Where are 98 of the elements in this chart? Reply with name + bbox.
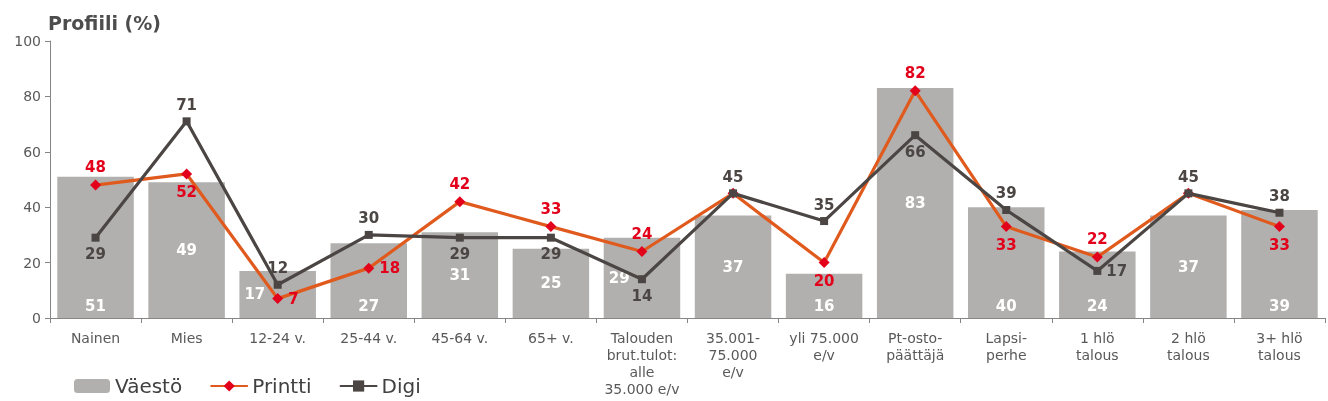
point bbox=[1275, 208, 1284, 217]
data-label: 29 bbox=[449, 245, 471, 264]
point bbox=[909, 85, 921, 97]
y-tick-label: 20 bbox=[23, 254, 41, 271]
bar bbox=[1059, 251, 1136, 318]
data-label: 18 bbox=[379, 259, 401, 278]
point bbox=[637, 275, 646, 284]
x-tick-label: 12-24 v. bbox=[249, 329, 307, 346]
data-label: 7 bbox=[288, 289, 299, 308]
data-label: 22 bbox=[1086, 230, 1108, 249]
data-label: 33 bbox=[995, 235, 1017, 254]
legend-label: Printti bbox=[252, 374, 312, 398]
data-label: 24 bbox=[1086, 296, 1108, 315]
data-label: 33 bbox=[1269, 235, 1290, 254]
y-tick-label: 100 bbox=[14, 33, 41, 49]
point bbox=[546, 233, 555, 242]
data-label: 25 bbox=[540, 274, 562, 293]
point bbox=[1273, 221, 1285, 233]
data-label: 27 bbox=[358, 296, 380, 315]
data-label: 52 bbox=[176, 182, 198, 201]
data-label: 42 bbox=[449, 174, 471, 193]
x-tick-label: Talouden brut.tulot: alle 35.000 e/v bbox=[604, 329, 680, 397]
bar bbox=[148, 182, 225, 318]
x-tick-label: yli 75.000 e/v bbox=[789, 329, 859, 363]
point bbox=[272, 293, 284, 305]
data-label: 45 bbox=[722, 167, 744, 186]
point bbox=[1000, 221, 1012, 233]
x-tick-label: 3+ hlö talous bbox=[1256, 329, 1303, 363]
x-tick-label: 35.001- 75.000 e/v bbox=[706, 329, 761, 380]
bar bbox=[876, 88, 954, 318]
y-tick-label: 80 bbox=[23, 88, 41, 105]
point bbox=[545, 221, 557, 233]
data-label: 20 bbox=[813, 271, 835, 290]
y-tick-label: 0 bbox=[32, 310, 41, 326]
x-tick-label: Nainen bbox=[70, 329, 121, 346]
data-label: 39 bbox=[1269, 296, 1290, 315]
point bbox=[455, 233, 464, 242]
data-label: 30 bbox=[358, 209, 380, 228]
x-tick-label: 45-64 v. bbox=[431, 329, 489, 346]
point bbox=[1093, 266, 1102, 275]
point bbox=[90, 179, 102, 191]
y-tick-label: 40 bbox=[23, 199, 41, 216]
x-tick-label: Lapsi- perhe bbox=[985, 329, 1028, 363]
y-tick-label: 60 bbox=[23, 143, 41, 160]
data-label: 35 bbox=[813, 195, 835, 214]
point bbox=[454, 196, 466, 208]
data-label: 37 bbox=[1177, 257, 1199, 276]
point bbox=[181, 168, 193, 180]
data-label: 66 bbox=[904, 142, 926, 161]
data-label: 29 bbox=[540, 245, 562, 264]
x-tick-label: 25-44 v. bbox=[340, 329, 398, 346]
bar bbox=[1241, 209, 1318, 318]
point bbox=[1002, 205, 1011, 214]
bar bbox=[421, 232, 499, 318]
point bbox=[364, 230, 373, 239]
point bbox=[911, 131, 920, 140]
point bbox=[1091, 251, 1103, 263]
data-label: 14 bbox=[631, 286, 653, 305]
point bbox=[820, 217, 829, 226]
data-label: 31 bbox=[449, 266, 471, 285]
data-label: 45 bbox=[1177, 167, 1199, 186]
point bbox=[818, 257, 830, 269]
data-label: 12 bbox=[267, 259, 289, 278]
point bbox=[182, 117, 191, 126]
data-label: 29 bbox=[85, 245, 106, 264]
legend-label: Digi bbox=[381, 374, 421, 398]
data-label: 82 bbox=[904, 63, 926, 82]
point bbox=[636, 246, 648, 258]
data-label: 39 bbox=[995, 184, 1017, 203]
data-label: 17 bbox=[1106, 261, 1128, 280]
x-tick-label: 2 hlö talous bbox=[1167, 329, 1210, 363]
data-label: 17 bbox=[244, 285, 266, 304]
point bbox=[363, 262, 375, 274]
x-tick-label: Pt-osto- päättäjä bbox=[886, 329, 945, 363]
data-label: 49 bbox=[176, 241, 198, 260]
x-tick-label: Mies bbox=[170, 329, 203, 346]
chart-title: Profiili (%) bbox=[48, 11, 161, 34]
data-label: 48 bbox=[85, 158, 106, 177]
bar bbox=[512, 248, 590, 318]
point bbox=[273, 280, 282, 289]
point bbox=[91, 233, 100, 242]
bar bbox=[330, 243, 407, 318]
bar bbox=[1150, 215, 1227, 318]
data-label: 37 bbox=[722, 257, 744, 276]
data-label: 16 bbox=[813, 296, 835, 315]
data-label: 38 bbox=[1269, 187, 1290, 206]
bar bbox=[968, 207, 1045, 318]
data-label: 33 bbox=[540, 199, 562, 218]
x-tick-label: 1 hlö talous bbox=[1075, 329, 1119, 363]
x-tick-label: 65+ v. bbox=[528, 329, 574, 346]
data-label: 51 bbox=[85, 296, 106, 315]
data-label: 24 bbox=[631, 224, 653, 243]
bar bbox=[694, 215, 772, 318]
data-label: 71 bbox=[176, 95, 198, 114]
bar bbox=[57, 176, 134, 318]
legend-label: Väestö bbox=[115, 374, 183, 398]
data-label: 40 bbox=[995, 296, 1017, 315]
data-label: 83 bbox=[904, 194, 926, 213]
